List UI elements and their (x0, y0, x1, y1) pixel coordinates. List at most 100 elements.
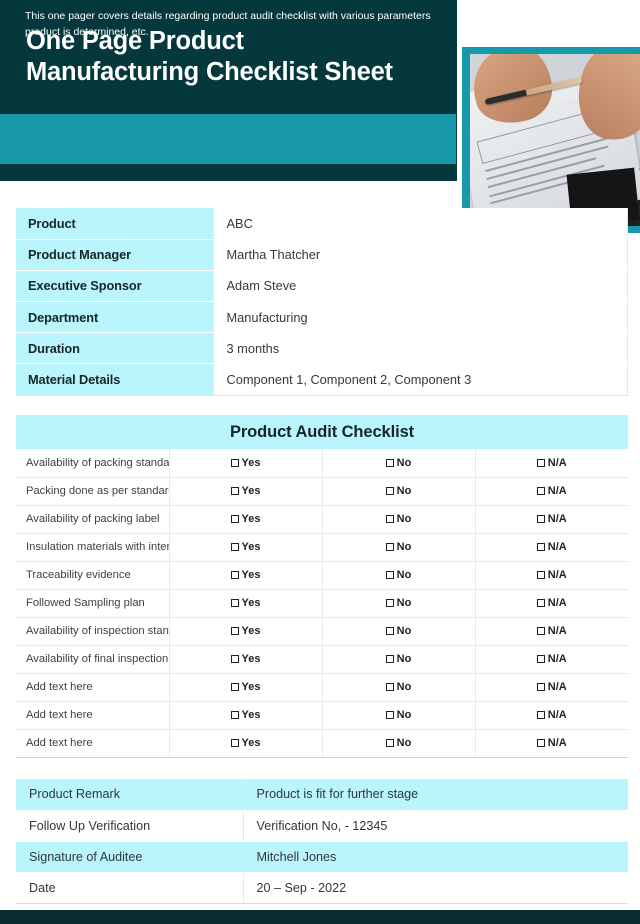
checkbox-na[interactable]: N/A (475, 449, 628, 478)
checkbox-icon[interactable] (230, 655, 239, 663)
checkbox-icon[interactable] (230, 515, 239, 523)
subtitle-text: This one pager covers details regarding … (25, 10, 431, 38)
checkbox-icon[interactable] (385, 711, 394, 719)
checklist-item-label: Packing done as per standard (16, 477, 170, 506)
checkbox-yes[interactable]: Yes (169, 645, 323, 674)
checklist-item-label: Insulation materials with internal elect… (16, 533, 170, 562)
checkbox-yes[interactable]: Yes (169, 561, 323, 590)
checkbox-icon[interactable] (536, 655, 545, 663)
checkbox-icon[interactable] (385, 543, 394, 551)
checkbox-icon[interactable] (230, 487, 239, 495)
checkbox-na[interactable]: N/A (475, 729, 628, 758)
checkbox-na[interactable]: N/A (475, 701, 628, 730)
table-row: Executive Sponsor Adam Steve (16, 270, 628, 303)
checkbox-icon[interactable] (230, 599, 239, 607)
checkbox-yes[interactable]: Yes (169, 449, 323, 478)
remark-value: Verification No, - 12345 (242, 810, 628, 842)
checkbox-yes[interactable]: Yes (169, 701, 323, 730)
option-label: No (396, 653, 412, 665)
option-label: Yes (241, 456, 261, 469)
checkbox-icon[interactable] (536, 515, 545, 523)
remarks-body: Product Remark Product is fit for furthe… (16, 779, 628, 904)
checkbox-icon[interactable] (385, 571, 394, 579)
option-label: Yes (241, 597, 261, 609)
checkbox-icon[interactable] (385, 599, 394, 607)
checkbox-no[interactable]: No (322, 449, 476, 478)
checkbox-icon[interactable] (230, 711, 239, 719)
checkbox-na[interactable]: N/A (475, 533, 628, 562)
checkbox-icon[interactable] (385, 487, 394, 495)
info-label: Material Details (16, 363, 213, 396)
checkbox-yes[interactable]: Yes (169, 533, 323, 562)
table-row: Signature of Auditee Mitchell Jones (16, 841, 628, 873)
option-label: Yes (241, 737, 261, 749)
checkbox-icon[interactable] (385, 515, 394, 523)
remark-value: Product is fit for further stage (242, 779, 628, 811)
checkbox-na[interactable]: N/A (475, 477, 628, 506)
checkbox-icon[interactable] (536, 543, 545, 551)
option-label: Yes (241, 625, 261, 637)
option-label: No (396, 569, 412, 581)
checkbox-yes[interactable]: Yes (169, 617, 323, 646)
checkbox-no[interactable]: No (322, 729, 476, 758)
checkbox-no[interactable]: No (322, 561, 476, 590)
checkbox-icon[interactable] (536, 711, 545, 719)
checkbox-yes[interactable]: Yes (169, 673, 323, 702)
info-value: Manufacturing (212, 301, 628, 334)
checkbox-yes[interactable]: Yes (169, 477, 323, 506)
checkbox-icon[interactable] (385, 683, 394, 691)
checkbox-icon[interactable] (536, 487, 545, 495)
option-label: No (396, 681, 412, 693)
table-row: Followed Sampling plan Yes No N/A (16, 589, 628, 618)
title-line-1: One Page Product (26, 27, 244, 55)
product-info-table: Product ABC Product Manager Martha Thatc… (16, 208, 628, 396)
checkbox-icon[interactable] (385, 739, 394, 747)
checkbox-yes[interactable]: Yes (169, 589, 323, 618)
checkbox-no[interactable]: No (322, 645, 476, 674)
checkbox-icon[interactable] (536, 739, 545, 747)
info-label: Product (16, 208, 213, 240)
checkbox-yes[interactable]: Yes (169, 505, 323, 534)
checkbox-icon[interactable] (536, 683, 545, 691)
remarks-table: Product Remark Product is fit for furthe… (16, 779, 628, 904)
option-label: N/A (547, 737, 567, 749)
checkbox-no[interactable]: No (322, 589, 476, 618)
checkbox-icon[interactable] (536, 458, 545, 467)
checkbox-icon[interactable] (230, 683, 239, 691)
checkbox-no[interactable]: No (322, 673, 476, 702)
checkbox-icon[interactable] (385, 627, 394, 635)
checklist-title-row: Product Audit Checklist (16, 415, 628, 449)
option-label: N/A (547, 709, 567, 721)
checkbox-na[interactable]: N/A (475, 589, 628, 618)
checkbox-no[interactable]: No (322, 617, 476, 646)
checkbox-na[interactable]: N/A (475, 505, 628, 534)
checkbox-na[interactable]: N/A (475, 561, 628, 590)
checkbox-icon[interactable] (536, 599, 545, 607)
info-value: Component 1, Component 2, Component 3 (212, 363, 628, 396)
checkbox-no[interactable]: No (322, 477, 476, 506)
option-label: No (396, 541, 412, 553)
checkbox-na[interactable]: N/A (475, 617, 628, 646)
option-label: Yes (241, 653, 261, 665)
checkbox-icon[interactable] (536, 571, 545, 579)
checkbox-na[interactable]: N/A (475, 673, 628, 702)
remark-value: 20 – Sep - 2022 (242, 872, 628, 904)
info-value: Adam Steve (212, 270, 628, 303)
checkbox-icon[interactable] (536, 627, 545, 635)
checkbox-na[interactable]: N/A (475, 645, 628, 674)
checkbox-icon[interactable] (230, 739, 239, 747)
checkbox-icon[interactable] (230, 458, 239, 467)
option-label: No (396, 625, 412, 637)
checkbox-icon[interactable] (230, 543, 239, 551)
checkbox-icon[interactable] (230, 627, 239, 635)
checkbox-no[interactable]: No (322, 701, 476, 730)
table-row: Insulation materials with internal elect… (16, 533, 628, 562)
checkbox-icon[interactable] (230, 571, 239, 579)
checkbox-yes[interactable]: Yes (169, 729, 323, 758)
option-label: Yes (241, 681, 261, 693)
checkbox-no[interactable]: No (322, 533, 476, 562)
checkbox-icon[interactable] (385, 655, 394, 663)
checkbox-icon[interactable] (385, 458, 394, 467)
checkbox-no[interactable]: No (322, 505, 476, 534)
